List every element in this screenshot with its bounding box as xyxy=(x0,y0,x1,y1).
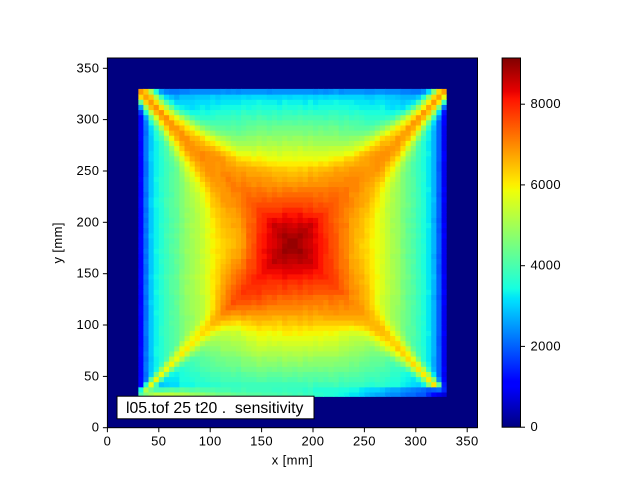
svg-text:0: 0 xyxy=(104,434,112,449)
svg-text:0: 0 xyxy=(531,419,539,434)
svg-text:250: 250 xyxy=(77,163,100,178)
svg-text:50: 50 xyxy=(151,434,166,449)
svg-text:y [mm]: y [mm] xyxy=(50,222,65,263)
svg-text:100: 100 xyxy=(77,317,100,332)
svg-text:8000: 8000 xyxy=(531,96,562,111)
svg-text:x [mm]: x [mm] xyxy=(272,453,313,468)
svg-text:150: 150 xyxy=(250,434,273,449)
svg-text:2000: 2000 xyxy=(531,338,562,353)
svg-text:50: 50 xyxy=(84,368,99,383)
svg-text:350: 350 xyxy=(456,434,479,449)
svg-text:300: 300 xyxy=(404,434,427,449)
svg-text:200: 200 xyxy=(302,434,325,449)
svg-text:350: 350 xyxy=(77,60,100,75)
svg-text:250: 250 xyxy=(353,434,376,449)
svg-text:150: 150 xyxy=(77,266,100,281)
svg-text:300: 300 xyxy=(77,112,100,127)
svg-text:100: 100 xyxy=(199,434,222,449)
svg-text:200: 200 xyxy=(77,214,100,229)
svg-text:4000: 4000 xyxy=(531,258,562,273)
svg-text:6000: 6000 xyxy=(531,177,562,192)
svg-text:0: 0 xyxy=(92,420,100,435)
svg-text:l05.tof 25 t20 . sensitivity: l05.tof 25 t20 . sensitivity xyxy=(126,400,303,417)
